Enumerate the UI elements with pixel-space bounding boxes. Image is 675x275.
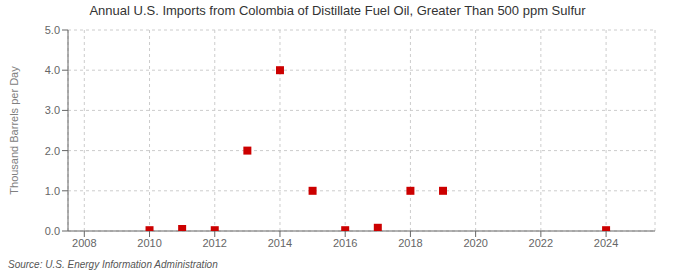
svg-text:Thousand Barrels per Day: Thousand Barrels per Day [8, 66, 20, 195]
svg-text:2016: 2016 [333, 237, 357, 249]
html-text:Source: U.S. Energy Informatio: Source: U.S. Energy Information Administ… [8, 259, 218, 270]
svg-text:2022: 2022 [529, 237, 553, 249]
svg-text:2012: 2012 [203, 237, 227, 249]
svg-text:0.0: 0.0 [45, 225, 60, 237]
svg-text:4.0: 4.0 [45, 64, 60, 76]
svg-text:3.0: 3.0 [45, 104, 60, 116]
svg-text:2024: 2024 [594, 237, 618, 249]
svg-text:2.0: 2.0 [45, 145, 60, 157]
svg-text:5.0: 5.0 [45, 24, 60, 36]
svg-text:2008: 2008 [72, 237, 96, 249]
html-text:Annual U.S. Imports from Colom: Annual U.S. Imports from Colombia of Dis… [89, 3, 586, 18]
svg-text:2014: 2014 [268, 237, 292, 249]
svg-text:1.0: 1.0 [45, 185, 60, 197]
svg-text:2020: 2020 [463, 237, 487, 249]
svg-text:2010: 2010 [137, 237, 161, 249]
svg-text:2018: 2018 [398, 237, 422, 249]
